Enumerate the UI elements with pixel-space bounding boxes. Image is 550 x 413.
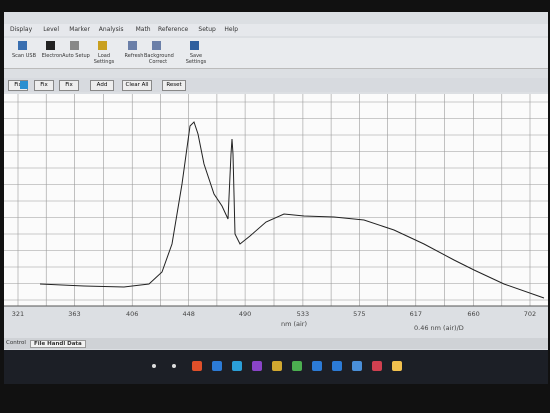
tool-button[interactable]: Load Settings [90,53,118,65]
taskbar-icon [312,361,322,371]
taskbar-icon [172,364,176,368]
tool-icon [46,41,55,50]
menu-item[interactable]: Level [43,26,59,33]
x-tick-label: 575 [353,310,365,318]
tool-icon [152,41,161,50]
x-tick-label: 660 [467,310,479,318]
menu-item[interactable]: Analysis [99,26,124,33]
tool-icon [70,41,79,50]
taskbar-icon [152,364,156,368]
control-button[interactable]: Reset [162,80,186,91]
taskbar-icon [212,361,222,371]
taskbar-icon [192,361,202,371]
tool-icon [128,41,137,50]
taskbar-icon [372,361,382,371]
taskbar-icon [332,361,342,371]
control-row [4,78,548,92]
x-axis-label: nm (air) [281,320,307,328]
control-swatch [20,81,28,89]
tool-button[interactable]: Background Correct [144,53,172,65]
readout: 0.46 nm (air)/D [414,324,464,332]
x-tick-label: 363 [68,310,80,318]
x-tick-label: 617 [410,310,422,318]
page: 321 363 406 448 490 533 575 617 660 702 nm (air) 0.… [0,0,550,413]
plot: 321 363 406 448 490 533 575 617 660 702 nm (air) 0.… [4,94,548,334]
taskbar-icon [352,361,362,371]
control-button[interactable]: Fix [34,80,54,91]
control-button[interactable]: Clear All [122,80,152,91]
taskbar-icon [272,361,282,371]
tool-button[interactable]: Scan USB [10,53,38,59]
tool-icon [18,41,27,50]
plot-area [4,94,548,306]
tab[interactable]: Control [6,340,26,346]
menu-item[interactable]: Help [224,26,238,33]
tool-icon [190,41,199,50]
taskbar-icon [292,361,302,371]
screen: 321 363 406 448 490 533 575 617 660 702 nm (air) 0.… [4,12,548,384]
tab[interactable]: File Handl Data [30,340,86,348]
tool-icon [98,41,107,50]
control-button[interactable]: Add [90,80,114,91]
taskbar-icon [392,361,402,371]
tool-button[interactable]: Save Settings [182,53,210,65]
menu-item[interactable]: Reference [158,26,188,33]
x-tick-label: 448 [182,310,194,318]
menu-item[interactable]: Display [10,26,32,33]
taskbar-icon [232,361,242,371]
control-button[interactable]: Fix [59,80,79,91]
menu-item[interactable]: Marker [69,26,90,33]
x-tick-label: 533 [297,310,309,318]
tool-button[interactable]: Auto Setup [62,53,90,59]
x-tick-label: 702 [524,310,536,318]
menu-item[interactable]: Math [136,26,151,33]
x-tick-label: 321 [12,310,24,318]
menu-item[interactable]: Setup [198,26,215,33]
x-tick-label: 490 [239,310,251,318]
taskbar-icon [252,361,262,371]
x-tick-label: 406 [126,310,138,318]
